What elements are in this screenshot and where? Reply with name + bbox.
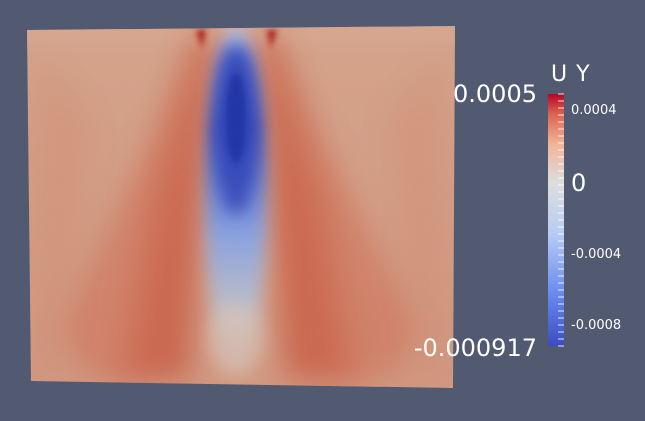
color-legend-bar [548, 93, 564, 347]
legend-title: U Y [551, 62, 591, 87]
legend-range-max-label: 0.0005 [453, 80, 537, 108]
plate-surface [27, 26, 455, 388]
legend-tick-label: 0.0004 [571, 103, 617, 118]
legend-tick-label: 0 [571, 169, 587, 197]
legend-tick-label: -0.0004 [571, 247, 622, 262]
legend-tick-label: -0.0008 [571, 318, 622, 333]
legend-range-min-label: -0.000917 [413, 334, 537, 362]
